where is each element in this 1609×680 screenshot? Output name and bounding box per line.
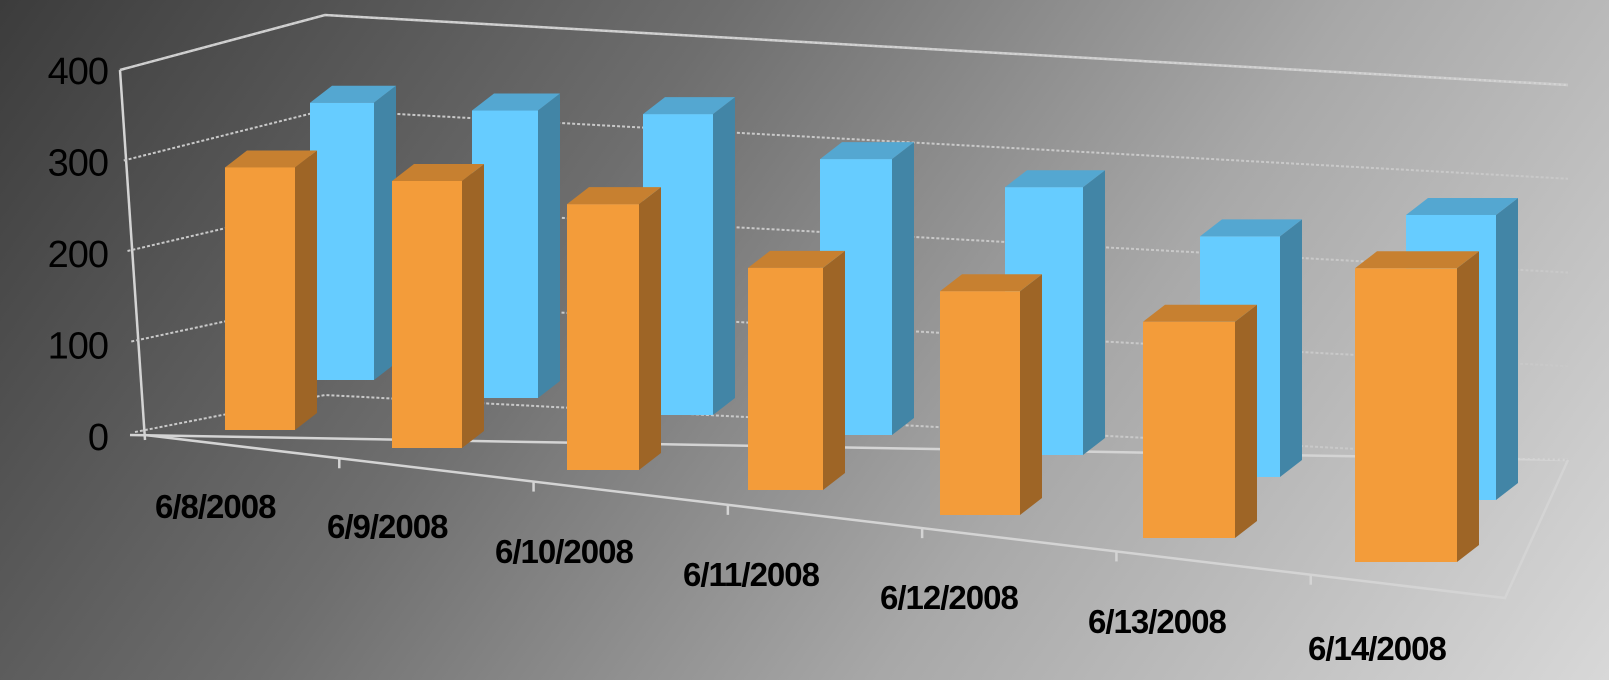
y-tick-label: 400 [48, 51, 108, 93]
x-tick-label: 6/12/2008 [880, 579, 1018, 616]
x-tick-label: 6/13/2008 [1088, 603, 1226, 640]
bar [940, 274, 1042, 515]
bar-top-face [225, 150, 317, 168]
x-axis-ticks: 6/8/2008 6/9/2008 6/10/2008 6/11/2008 6/… [155, 488, 1447, 667]
bar-front-face [1143, 321, 1235, 538]
bar [310, 85, 396, 381]
bar [472, 93, 560, 398]
bar-side-face [1457, 251, 1479, 563]
bar-side-face [639, 187, 661, 471]
bar [1143, 304, 1257, 538]
series-1-bars [310, 85, 1518, 501]
y-tick-label: 100 [48, 326, 108, 368]
back-wall-bottom-edge [129, 433, 1569, 462]
x-tick-label: 6/9/2008 [327, 508, 448, 545]
bar-side-face [462, 164, 484, 448]
bar-front-face [225, 167, 295, 430]
bar-front-face [1355, 268, 1457, 562]
bar-top-face [1200, 219, 1302, 237]
bar [392, 164, 484, 448]
bar-top-face [1005, 170, 1105, 188]
bar-side-face [1496, 197, 1518, 501]
bar-side-face [538, 93, 560, 398]
bar-top-face [567, 187, 661, 205]
bar-front-face [940, 291, 1020, 515]
bar-top-face [1406, 197, 1518, 215]
bar [567, 187, 661, 471]
bar-top-face [748, 250, 845, 268]
bar-top-face [1355, 251, 1479, 269]
bar-side-face [713, 97, 735, 415]
bar-top-face [472, 93, 560, 111]
bar-side-face [1235, 304, 1257, 538]
series-2-bars [225, 150, 1479, 563]
bar-side-face [1020, 274, 1042, 515]
bar-top-face [940, 274, 1042, 292]
bar-front-face [392, 181, 462, 448]
side-wall-edge [118, 69, 147, 441]
x-tick-label: 6/8/2008 [155, 488, 276, 525]
y-tick-label: 0 [88, 417, 108, 459]
x-axis-line [144, 433, 1570, 600]
bar-side-face [374, 85, 396, 381]
bar-side-face [892, 142, 914, 435]
bar-side-face [1280, 219, 1302, 478]
bar [225, 150, 317, 430]
bar [748, 250, 845, 490]
bar [1355, 251, 1479, 563]
bar-front-face [310, 102, 374, 381]
bar-front-face [748, 267, 823, 490]
bar-top-face [643, 97, 735, 115]
y-tick-label: 200 [48, 234, 108, 276]
bar-top-face [310, 85, 396, 103]
bar-side-face [295, 150, 317, 430]
y-axis-ticks: 0 100 200 300 400 [48, 51, 109, 459]
bar-top-face [1143, 304, 1257, 322]
bar-top-face [392, 164, 484, 181]
y-tick-label: 300 [48, 143, 108, 185]
bar-side-face [823, 250, 845, 490]
bar [820, 142, 914, 435]
x-tick-label: 6/10/2008 [495, 533, 633, 570]
back-wall-top-edge [119, 13, 1569, 87]
bar [643, 97, 735, 415]
chart-floor [144, 433, 1570, 600]
bar-top-face [820, 142, 914, 160]
x-tick-label: 6/14/2008 [1308, 630, 1446, 667]
gridline [119, 13, 1569, 86]
bar-side-face [1083, 170, 1105, 455]
x-tick-label: 6/11/2008 [683, 556, 820, 593]
bar-front-face [567, 204, 639, 471]
